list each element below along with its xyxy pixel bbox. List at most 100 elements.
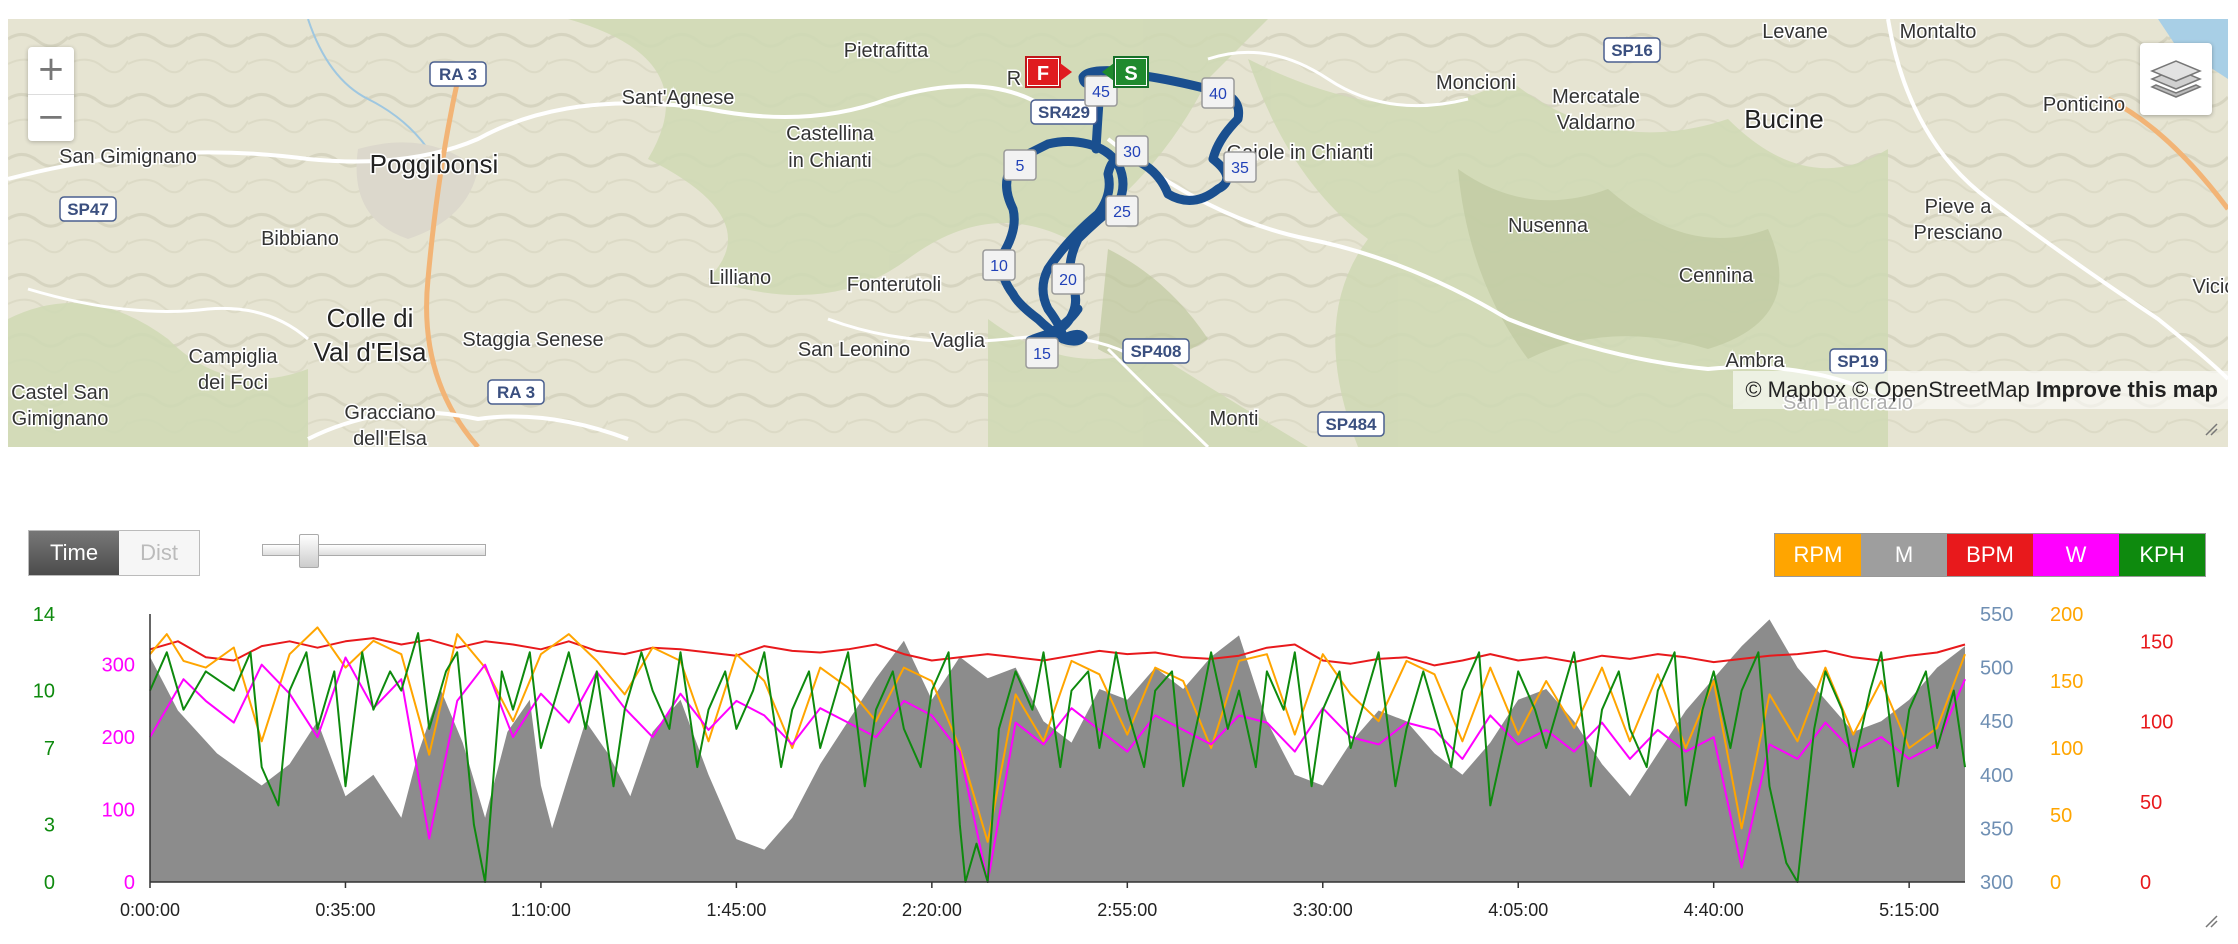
place-label: Vaglia — [931, 330, 986, 352]
y-tick-label-rpm: 0 — [2050, 872, 2061, 894]
chart-resize-icon[interactable] — [2204, 914, 2218, 928]
y-tick-label-bpm: 0 — [2140, 872, 2151, 894]
zoom-control[interactable]: + − — [28, 47, 74, 141]
y-tick-label-rpm: 200 — [2050, 604, 2083, 626]
route-marker[interactable]: 35 — [1223, 151, 1257, 183]
road-shield-label: SP47 — [67, 200, 109, 219]
route-marker[interactable]: 10 — [982, 249, 1016, 281]
road-shield: SP16 — [1603, 37, 1661, 63]
place-label: Bibbiano — [261, 228, 339, 250]
urban-area — [356, 142, 478, 239]
hill-shading — [1098, 169, 1780, 362]
legend-w-toggle[interactable]: W — [2033, 534, 2119, 576]
place-label: Castel San — [11, 382, 109, 404]
x-tick-label: 2:20:00 — [902, 900, 962, 920]
y-tick-label-kph: 7 — [44, 738, 55, 760]
road-shield-label: RA 3 — [439, 65, 477, 84]
place-label: Pieve a — [1925, 196, 1993, 218]
distance-mode-button[interactable]: Dist — [119, 531, 199, 575]
route-markers[interactable]: 5 10 15 20 25 30 35 40 45 — [982, 75, 1257, 369]
road-shield-label: SP408 — [1130, 342, 1181, 361]
route-marker[interactable]: 25 — [1105, 195, 1139, 227]
road-shield: SR429 — [1030, 99, 1098, 125]
zoom-out-button[interactable]: − — [36, 97, 66, 137]
legend-m-toggle[interactable]: M — [1861, 534, 1947, 576]
series-legend[interactable]: RPM M BPM W KPH — [1774, 533, 2206, 577]
place-label: Val d'Elsa — [314, 337, 427, 367]
road-shield: SP19 — [1829, 348, 1887, 374]
chart-plot-area[interactable] — [149, 614, 1966, 883]
y-tick-label-m: 550 — [1980, 604, 2013, 626]
place-label: in Chianti — [788, 150, 871, 172]
place-label: Campiglia — [189, 346, 279, 368]
place-label: Ambra — [1726, 350, 1786, 372]
y-tick-label-kph: 3 — [44, 815, 55, 837]
route-marker-label: 15 — [1033, 346, 1051, 363]
place-label: San Gimignano — [59, 146, 197, 168]
x-tick-label: 1:45:00 — [706, 900, 766, 920]
place-label: Fonterutoli — [847, 274, 942, 296]
legend-bpm-toggle[interactable]: BPM — [1947, 534, 2033, 576]
place-label: dei Foci — [198, 372, 268, 394]
chart-axes: 0:00:00 0:35:00 1:10:00 1:45:00 2:20:00 2:55:… — [33, 604, 2174, 920]
y-tick-label-rpm: 150 — [2050, 671, 2083, 693]
ride-chart[interactable]: 0:00:00 0:35:00 1:10:00 1:45:00 2:20:00 2:55:… — [0, 600, 2238, 930]
y-tick-label-rpm: 50 — [2050, 805, 2072, 827]
road-shield: SP484 — [1317, 411, 1385, 437]
route-marker[interactable]: 20 — [1051, 263, 1085, 295]
x-tick-label: 5:15:00 — [1879, 900, 1939, 920]
road-shield-label: SP19 — [1837, 352, 1879, 371]
map-resize-icon[interactable] — [2204, 422, 2218, 436]
slider-thumb[interactable] — [299, 534, 319, 568]
y-tick-label-bpm: 100 — [2140, 712, 2173, 734]
place-label: Nusenna — [1508, 215, 1589, 237]
zoom-in-button[interactable]: + — [28, 47, 74, 95]
series-bpm-line — [149, 637, 1966, 667]
place-label: Ponticino — [2043, 94, 2125, 116]
road-shield: RA 3 — [429, 61, 487, 87]
y-tick-label-m: 500 — [1980, 658, 2013, 680]
place-label: Vicio — [2193, 276, 2229, 298]
route-map[interactable]: Pietrafitta RA 3 Sant'Agnese San Gimignano P… — [8, 19, 2228, 447]
x-tick-label: 4:05:00 — [1488, 900, 1548, 920]
y-tick-label-bpm: 150 — [2140, 631, 2173, 653]
road-shield-label: SP16 — [1611, 41, 1653, 60]
improve-map-link[interactable]: Improve this map — [2035, 377, 2218, 402]
road-shield-label: RA 3 — [497, 383, 535, 402]
place-label: R — [1007, 68, 1021, 90]
start-flag[interactable]: S — [1102, 56, 1149, 88]
legend-rpm-toggle[interactable]: RPM — [1775, 534, 1861, 576]
place-label: Bucine — [1744, 104, 1824, 134]
series-w-line — [149, 656, 1966, 883]
osm-attribution-link[interactable]: © OpenStreetMap — [1852, 377, 2030, 402]
place-label: Monti — [1210, 408, 1259, 430]
series-kph-line — [149, 632, 1966, 883]
y-tick-label-m: 450 — [1980, 711, 2013, 733]
time-mode-button[interactable]: Time — [29, 531, 120, 575]
place-label: Levane — [1762, 21, 1828, 43]
place-label: Sant'Agnese — [622, 87, 735, 109]
route-marker[interactable]: 5 — [1003, 149, 1037, 181]
place-label: Gimignano — [12, 408, 109, 430]
route-marker[interactable]: 40 — [1201, 77, 1235, 109]
place-label: Staggia Senese — [462, 329, 603, 351]
place-label: dell'Elsa — [353, 428, 428, 447]
route-marker-label: 25 — [1113, 204, 1131, 221]
y-tick-label-m: 350 — [1980, 818, 2013, 840]
y-tick-label-w: 0 — [124, 872, 135, 894]
smoothing-slider[interactable] — [262, 534, 486, 568]
mapbox-attribution-link[interactable]: © Mapbox — [1745, 377, 1846, 402]
route-marker[interactable]: 15 — [1025, 337, 1059, 369]
svg-text:S: S — [1124, 63, 1137, 85]
finish-flag[interactable]: F — [1025, 56, 1072, 88]
legend-kph-toggle[interactable]: KPH — [2119, 534, 2205, 576]
y-tick-label-w: 100 — [102, 800, 135, 822]
route-marker[interactable]: 45 — [1084, 75, 1118, 107]
map-canvas[interactable]: Pietrafitta RA 3 Sant'Agnese San Gimignano P… — [8, 19, 2228, 447]
layers-button[interactable] — [2140, 43, 2212, 115]
route-marker[interactable]: 30 — [1115, 135, 1149, 167]
x-tick-label: 0:00:00 — [120, 900, 180, 920]
place-label: Lilliano — [709, 267, 771, 289]
axis-mode-toggle[interactable]: Time Dist — [28, 530, 200, 576]
place-label: Pietrafitta — [844, 40, 929, 62]
